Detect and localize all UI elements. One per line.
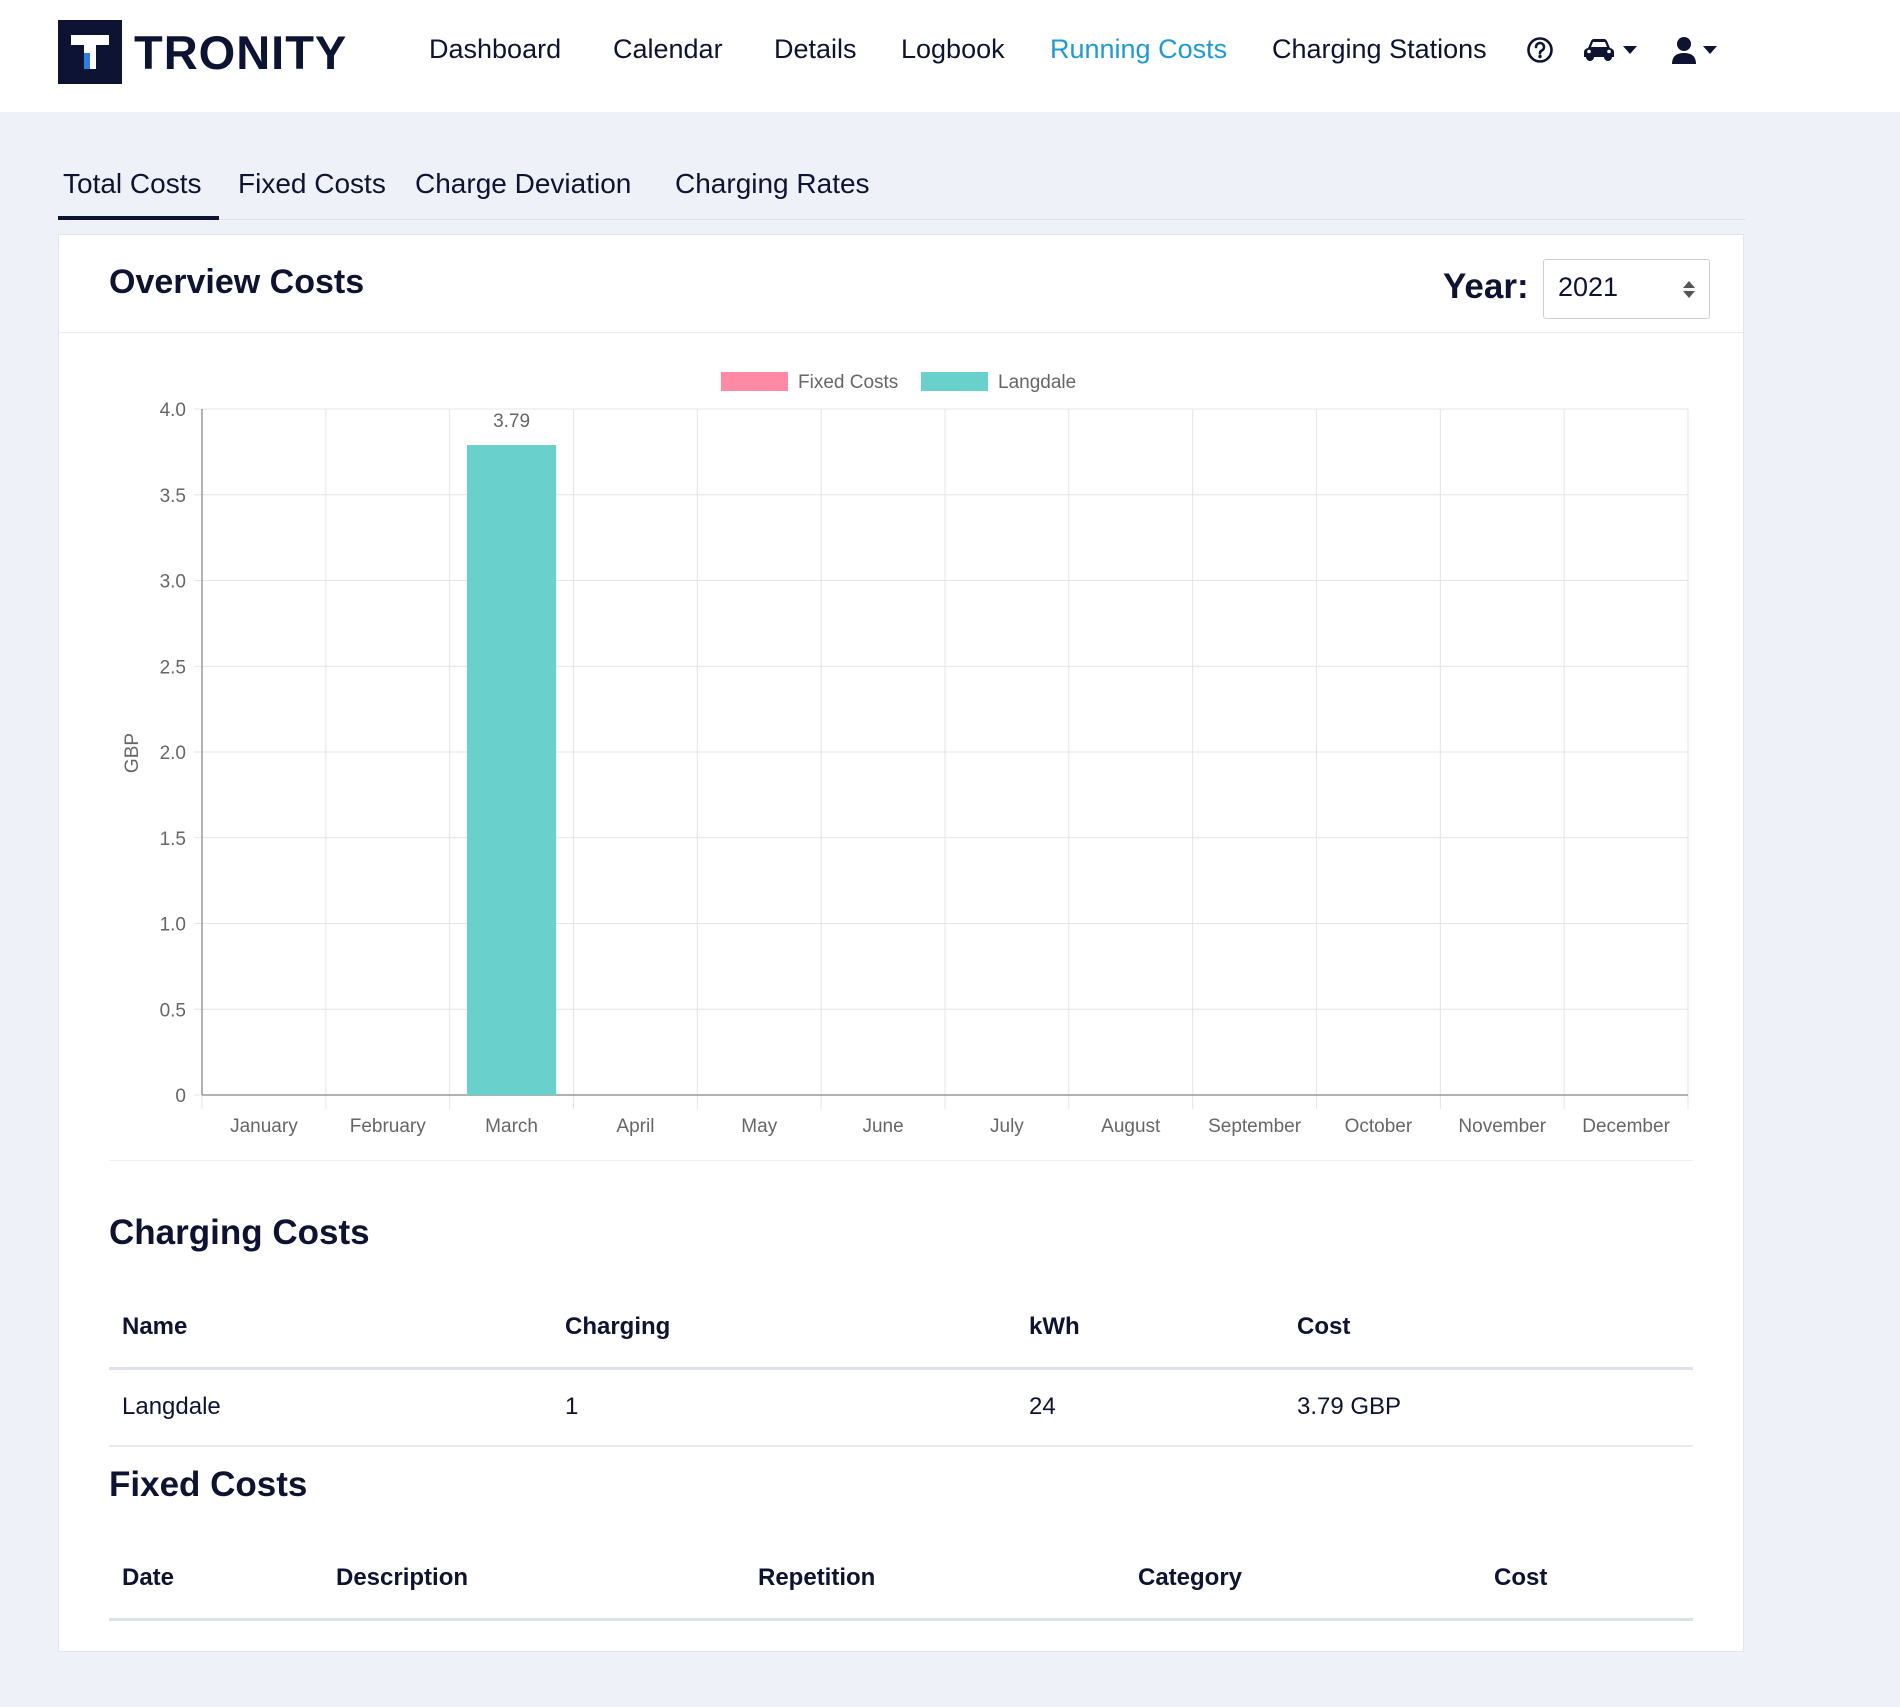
x-tick-label: October — [1345, 1116, 1413, 1137]
x-tick-label: February — [350, 1116, 427, 1137]
column-header-description: Description — [323, 1539, 745, 1621]
tab-charging-rates[interactable]: Charging Rates — [675, 168, 870, 199]
logo-mark-icon — [58, 20, 122, 84]
column-header-repetition: Repetition — [745, 1539, 1125, 1621]
column-header-category: Category — [1125, 1539, 1481, 1621]
bar-langdale — [467, 445, 557, 1095]
car-icon — [1584, 39, 1614, 61]
column-header-name: Name — [109, 1288, 552, 1370]
table-header-row: Name Charging kWh Cost — [109, 1288, 1693, 1370]
charging-costs-title: Charging Costs — [109, 1213, 370, 1252]
y-tick-label: 2.0 — [160, 743, 186, 764]
legend-label: Langdale — [998, 372, 1076, 393]
fixed-costs-table: Date Description Repetition Category Cos… — [109, 1539, 1693, 1621]
x-tick-label: December — [1582, 1116, 1670, 1137]
select-arrows-icon — [1683, 281, 1695, 298]
nav-details[interactable]: Details — [774, 34, 857, 64]
table-header-row: Date Description Repetition Category Cos… — [109, 1539, 1693, 1621]
nav-calendar[interactable]: Calendar — [613, 34, 723, 64]
nav-logbook[interactable]: Logbook — [901, 34, 1005, 64]
y-tick-label: 1.5 — [160, 829, 186, 850]
legend-swatch-fixed-costs — [721, 372, 788, 391]
cell-cost: 3.79 GBP — [1284, 1368, 1693, 1447]
y-tick-label: 2.5 — [160, 657, 186, 678]
year-select-value: 2021 — [1558, 272, 1619, 302]
year-select[interactable]: 2021 — [1543, 259, 1710, 319]
x-tick-label: January — [230, 1116, 298, 1137]
user-menu-button[interactable] — [1672, 34, 1717, 66]
x-tick-label: June — [862, 1116, 903, 1137]
table-row: Langdale 1 24 3.79 GBP — [109, 1368, 1693, 1447]
cell-charging: 1 — [552, 1368, 1016, 1447]
card-header: Overview Costs Year: 2021 — [59, 235, 1743, 333]
data-label: 3.79 — [493, 411, 530, 432]
column-header-cost: Cost — [1481, 1539, 1693, 1621]
chevron-down-icon — [1623, 46, 1637, 54]
help-circle-icon[interactable] — [1526, 34, 1554, 66]
nav-dashboard[interactable]: Dashboard — [429, 34, 562, 64]
y-axis-label: GBP — [122, 733, 143, 773]
y-tick-label: 1.0 — [160, 915, 186, 936]
y-tick-label: 3.0 — [160, 572, 186, 593]
nav-charging-stations[interactable]: Charging Stations — [1272, 34, 1487, 64]
column-header-charging: Charging — [552, 1288, 1016, 1370]
x-tick-label: November — [1458, 1116, 1546, 1137]
y-tick-label: 4.0 — [160, 400, 186, 421]
y-tick-label: 0 — [175, 1086, 186, 1107]
tab-fixed-costs[interactable]: Fixed Costs — [238, 168, 386, 199]
x-tick-label: May — [741, 1116, 777, 1137]
legend-swatch-langdale — [921, 372, 988, 391]
year-label: Year: — [1443, 267, 1529, 306]
column-header-cost: Cost — [1284, 1288, 1693, 1370]
tronity-logo[interactable]: TRONITY — [58, 20, 347, 84]
x-tick-label: April — [616, 1116, 654, 1137]
charging-costs-table: Name Charging kWh Cost Langdale 1 24 3.7… — [109, 1288, 1693, 1447]
overview-costs-card: Overview Costs Year: 2021 0 0.5 1.0 1.5 2.0 2… — [58, 234, 1744, 1652]
active-tab-indicator — [58, 216, 219, 220]
nav-running-costs[interactable]: Running Costs — [1050, 34, 1228, 64]
column-header-date: Date — [109, 1539, 323, 1621]
top-navigation-bar: TRONITY Dashboard Calendar Details Logbo… — [0, 0, 1900, 112]
tab-charge-deviation[interactable]: Charge Deviation — [415, 168, 632, 199]
car-menu-button[interactable] — [1582, 34, 1637, 66]
chevron-down-icon — [1703, 46, 1717, 54]
overview-costs-title: Overview Costs — [109, 263, 365, 301]
legend-label: Fixed Costs — [798, 372, 898, 393]
x-tick-label: September — [1208, 1116, 1302, 1137]
x-tick-label: July — [990, 1116, 1024, 1137]
user-icon — [1672, 37, 1696, 64]
y-tick-label: 0.5 — [160, 1000, 186, 1021]
cell-kwh: 24 — [1016, 1368, 1284, 1447]
y-tick-label: 3.5 — [160, 486, 186, 507]
x-tick-label: March — [485, 1116, 538, 1137]
cell-name: Langdale — [109, 1368, 552, 1447]
fixed-costs-title: Fixed Costs — [109, 1465, 308, 1504]
logo-text: TRONITY — [134, 25, 348, 79]
x-tick-label: August — [1101, 1116, 1161, 1137]
column-header-kwh: kWh — [1016, 1288, 1284, 1370]
cost-tabs: Total Costs Fixed Costs Charge Deviation… — [58, 164, 1746, 220]
tab-total-costs[interactable]: Total Costs — [63, 168, 202, 199]
chart-divider — [109, 1160, 1693, 1161]
overview-costs-chart: 0 0.5 1.0 1.5 2.0 2.5 3.0 3.5 4.0 January February… — [122, 372, 1689, 1137]
